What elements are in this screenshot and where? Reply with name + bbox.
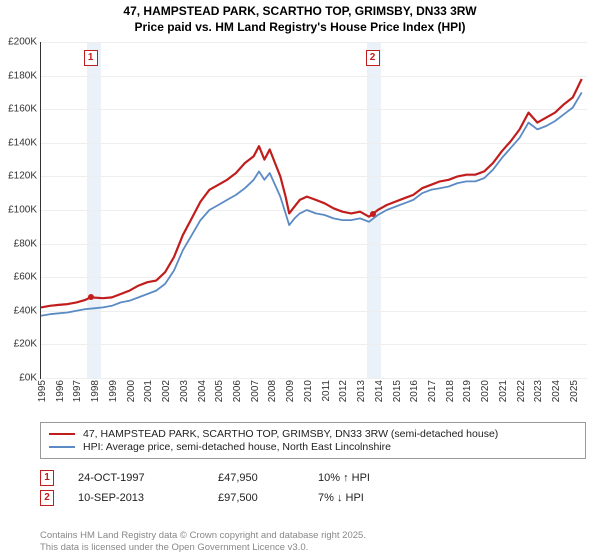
plot-area: £0K£20K£40K£60K£80K£100K£120K£140K£160K£… [40,42,587,379]
title-block: 47, HAMPSTEAD PARK, SCARTHO TOP, GRIMSBY… [0,0,600,35]
sale-box-2: 2 [366,50,380,66]
sale-price-1: £47,950 [218,472,318,484]
footer-line-1: Contains HM Land Registry data © Crown c… [40,530,366,542]
y-axis-tick: £20K [14,339,37,350]
x-axis-tick: 2014 [374,380,385,402]
y-axis-tick: £160K [8,104,37,115]
series-hpi [41,92,582,315]
sale-date-1: 24-OCT-1997 [78,472,218,484]
x-axis-tick: 2015 [392,380,403,402]
x-axis-tick: 2007 [250,380,261,402]
legend-label-property: 47, HAMPSTEAD PARK, SCARTHO TOP, GRIMSBY… [83,428,498,440]
sales-row-1: 1 24-OCT-1997 £47,950 10% ↑ HPI [40,470,586,486]
sales-row-2: 2 10-SEP-2013 £97,500 7% ↓ HPI [40,490,586,506]
sale-dot-1 [88,294,94,300]
y-axis-tick: £100K [8,205,37,216]
legend-label-hpi: HPI: Average price, semi-detached house,… [83,441,391,453]
legend-item-property: 47, HAMPSTEAD PARK, SCARTHO TOP, GRIMSBY… [49,428,577,440]
x-axis-tick: 2010 [303,380,314,402]
gridline [41,378,587,379]
x-axis-tick: 2003 [179,380,190,402]
x-axis-tick: 2011 [321,380,332,402]
x-axis-tick: 2022 [516,380,527,402]
x-axis-tick: 2004 [197,380,208,402]
sale-delta-2: 7% ↓ HPI [318,492,364,504]
x-axis-tick: 2006 [232,380,243,402]
x-axis-tick: 2008 [267,380,278,402]
x-axis-tick: 2001 [143,380,154,402]
x-axis-tick: 2009 [285,380,296,402]
x-axis-tick: 1996 [55,380,66,402]
sale-dot-2 [370,211,376,217]
title-line-2: Price paid vs. HM Land Registry's House … [0,20,600,36]
y-axis-tick: £180K [8,70,37,81]
series-property [41,79,582,307]
x-axis-tick: 2005 [214,380,225,402]
y-axis-tick: £80K [14,238,37,249]
x-axis-tick: 2023 [533,380,544,402]
footer-line-2: This data is licensed under the Open Gov… [40,542,366,554]
footer-note: Contains HM Land Registry data © Crown c… [40,530,366,554]
title-line-1: 47, HAMPSTEAD PARK, SCARTHO TOP, GRIMSBY… [0,4,600,20]
y-axis-tick: £0K [19,373,37,384]
x-axis-tick: 1995 [37,380,48,402]
sales-table: 1 24-OCT-1997 £47,950 10% ↑ HPI 2 10-SEP… [40,470,586,510]
x-axis-tick: 2021 [498,380,509,402]
x-axis-tick: 2002 [161,380,172,402]
sale-delta-1: 10% ↑ HPI [318,472,370,484]
x-axis-tick: 2018 [445,380,456,402]
y-axis-tick: £60K [14,272,37,283]
y-axis-tick: £140K [8,137,37,148]
sale-price-2: £97,500 [218,492,318,504]
x-axis-tick: 2000 [126,380,137,402]
legend-swatch-property [49,433,75,435]
x-axis-tick: 2020 [480,380,491,402]
x-axis-tick: 2012 [338,380,349,402]
sale-marker-1: 1 [40,470,54,486]
legend-item-hpi: HPI: Average price, semi-detached house,… [49,441,577,453]
x-axis-tick: 2017 [427,380,438,402]
line-layer [41,42,587,378]
x-axis-tick: 1999 [108,380,119,402]
x-axis-tick: 2019 [462,380,473,402]
x-axis-tick: 2025 [569,380,580,402]
x-axis-tick: 2024 [551,380,562,402]
sale-box-1: 1 [84,50,98,66]
sale-marker-2: 2 [40,490,54,506]
chart-container: 47, HAMPSTEAD PARK, SCARTHO TOP, GRIMSBY… [0,0,600,560]
x-axis-tick: 1997 [72,380,83,402]
legend-swatch-hpi [49,446,75,448]
sale-date-2: 10-SEP-2013 [78,492,218,504]
y-axis-tick: £40K [14,305,37,316]
x-axis-tick: 2016 [409,380,420,402]
y-axis-tick: £120K [8,171,37,182]
y-axis-tick: £200K [8,37,37,48]
x-axis-tick: 2013 [356,380,367,402]
legend: 47, HAMPSTEAD PARK, SCARTHO TOP, GRIMSBY… [40,422,586,459]
x-axis-tick: 1998 [90,380,101,402]
